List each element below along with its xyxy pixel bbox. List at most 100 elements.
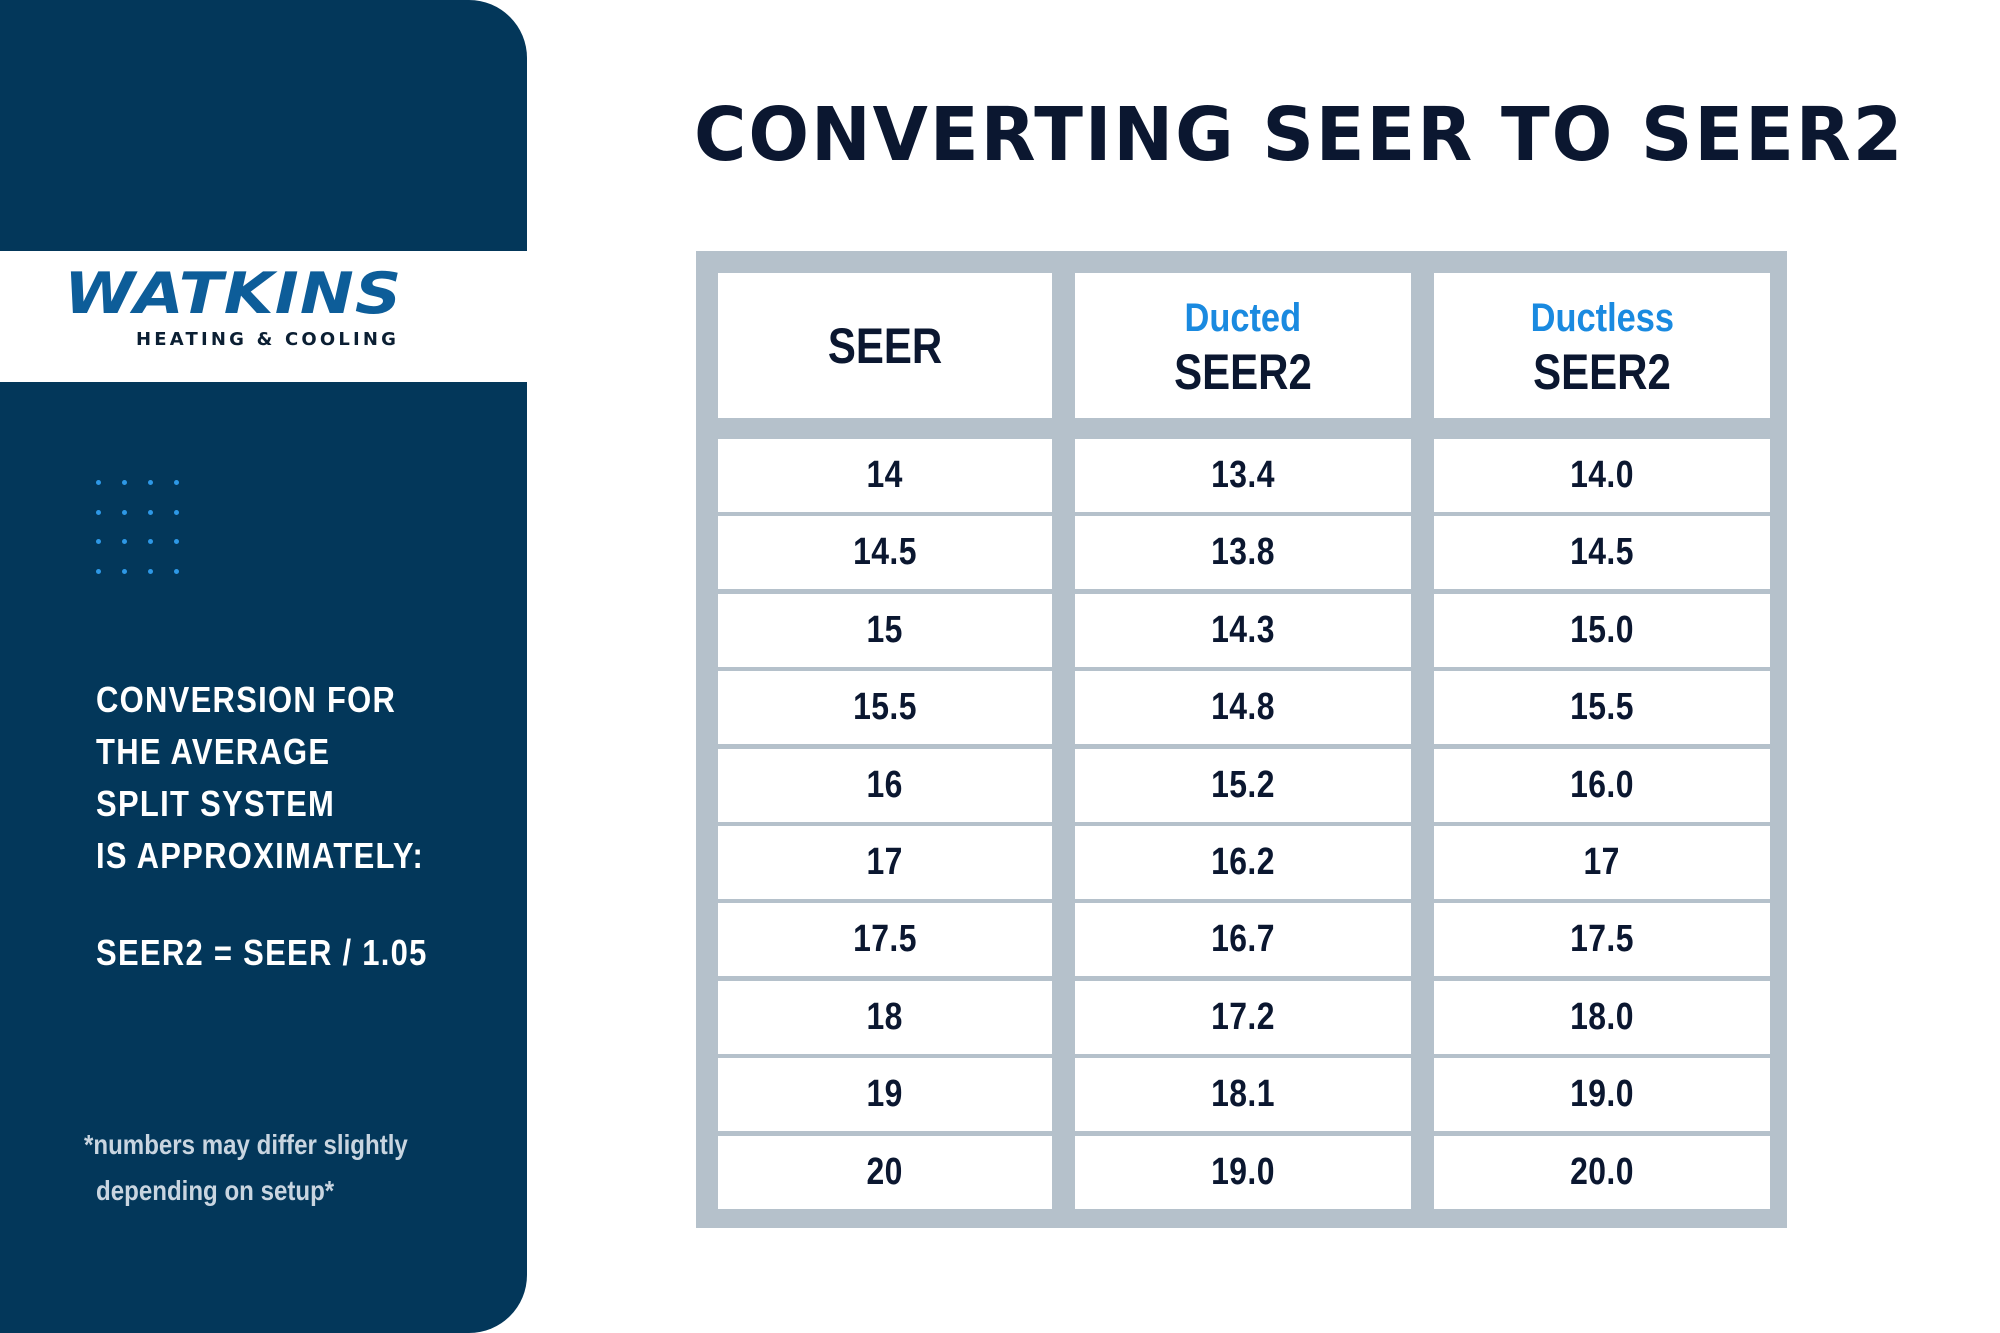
table-cell-seer: 16 (718, 748, 1052, 822)
cell-value: 14.5 (853, 531, 917, 574)
description-line: CONVERSION FOR (96, 679, 397, 720)
description-line: THE AVERAGE (96, 731, 331, 772)
cell-value: 17 (866, 841, 904, 883)
decorative-dot (174, 480, 179, 485)
cell-value: 15.5 (853, 686, 917, 729)
footnote-line: depending on setup* (96, 1175, 335, 1206)
cell-value: 17.2 (1211, 995, 1275, 1038)
table-cell-ductless-seer2: 14.0 (1434, 439, 1770, 512)
cell-value: 14.8 (1211, 686, 1275, 729)
table-cell-ducted-seer2: 13.4 (1075, 439, 1411, 512)
table-cell-ducted-seer2: 16.7 (1075, 903, 1411, 977)
cell-value: 15.0 (1570, 608, 1634, 651)
cell-value: 16.0 (1570, 763, 1634, 806)
table-cell-seer: 19 (718, 1058, 1052, 1132)
cell-value: 17.5 (1570, 918, 1634, 961)
cell-value: 19.0 (1211, 1150, 1275, 1193)
header-accent-label: Ducted (1184, 295, 1302, 340)
page-title: CONVERTING SEER TO SEER2 (694, 92, 1905, 178)
header-main-label: SEER2 (1174, 343, 1312, 400)
decorative-dot (174, 539, 179, 544)
decorative-dot (122, 480, 127, 485)
header-cell-ducted-seer2: Ducted SEER2 (1075, 273, 1411, 418)
cell-value: 14.5 (1570, 531, 1634, 574)
cell-value: 16 (866, 763, 904, 806)
footnote-line: *numbers may differ slightly (84, 1129, 408, 1160)
conversion-description: CONVERSION FOR THE AVERAGE SPLIT SYSTEM … (96, 674, 424, 882)
decorative-dot (174, 509, 179, 515)
footnote: *numbers may differ slightly depending o… (84, 1122, 408, 1214)
cell-value: 13.4 (1211, 454, 1275, 496)
cell-value: 14.0 (1570, 454, 1634, 496)
table-cell-ducted-seer2: 14.8 (1075, 671, 1411, 745)
table-cell-ductless-seer2: 18.0 (1434, 980, 1770, 1054)
decorative-dot (174, 568, 179, 574)
brand-logo-name: WATKINS (64, 261, 403, 327)
decorative-dot (96, 568, 101, 574)
cell-value: 16.2 (1211, 841, 1275, 883)
cell-value: 19.0 (1570, 1073, 1634, 1116)
cell-value: 14.3 (1211, 608, 1275, 651)
cell-value: 13.8 (1211, 531, 1275, 574)
table-cell-seer: 17 (718, 826, 1052, 899)
cell-value: 16.7 (1211, 918, 1275, 961)
cell-value: 17 (1583, 841, 1621, 883)
table-cell-ductless-seer2: 15.0 (1434, 593, 1770, 667)
table-cell-ductless-seer2: 17 (1434, 826, 1770, 899)
cell-value: 15 (866, 608, 904, 651)
table-cell-ductless-seer2: 16.0 (1434, 748, 1770, 822)
header-main-label: SEER (827, 317, 943, 374)
decorative-dot (96, 480, 101, 485)
table-cell-seer: 18 (718, 980, 1052, 1054)
decorative-dot-grid (96, 480, 179, 576)
table-cell-ducted-seer2: 18.1 (1075, 1058, 1411, 1132)
table-cell-ducted-seer2: 13.8 (1075, 516, 1411, 590)
cell-value: 18 (866, 995, 904, 1038)
table-cell-seer: 17.5 (718, 903, 1052, 977)
sidebar-panel (0, 0, 527, 1333)
table-cell-ductless-seer2: 19.0 (1434, 1058, 1770, 1132)
description-line: IS APPROXIMATELY: (96, 835, 425, 876)
decorative-dot (122, 568, 127, 574)
table-cell-ductless-seer2: 15.5 (1434, 671, 1770, 745)
table-cell-seer: 14 (718, 439, 1052, 512)
table-cell-seer: 14.5 (718, 516, 1052, 590)
description-line: SPLIT SYSTEM (96, 783, 336, 824)
table-cell-ducted-seer2: 16.2 (1075, 826, 1411, 899)
cell-value: 18.1 (1211, 1073, 1275, 1116)
header-cell-ductless-seer2: Ductless SEER2 (1434, 273, 1770, 418)
header-accent-label: Ductless (1530, 295, 1674, 340)
decorative-dot (148, 539, 153, 544)
header-main-label: SEER2 (1533, 343, 1671, 400)
brand-logo-tagline: HEATING & COOLING (136, 329, 400, 350)
decorative-dot (122, 539, 127, 544)
logo-band (0, 251, 527, 382)
table-cell-ductless-seer2: 14.5 (1434, 516, 1770, 590)
decorative-dot (148, 568, 153, 574)
cell-value: 18.0 (1570, 995, 1634, 1038)
cell-value: 15.5 (1570, 686, 1634, 729)
table-cell-seer: 15 (718, 593, 1052, 667)
cell-value: 20.0 (1570, 1150, 1634, 1193)
cell-value: 20 (866, 1150, 904, 1193)
decorative-dot (96, 509, 101, 515)
table-cell-seer: 20 (718, 1135, 1052, 1209)
conversion-formula: SEER2 = SEER / 1.05 (96, 932, 428, 973)
table-cell-seer: 15.5 (718, 671, 1052, 745)
cell-value: 19 (866, 1073, 904, 1116)
table-cell-ducted-seer2: 15.2 (1075, 748, 1411, 822)
header-cell-seer: SEER (718, 273, 1052, 418)
cell-value: 14 (866, 454, 904, 496)
conversion-table: SEER Ducted SEER2 Ductless SEER2 14 13.4 14.0 14… (696, 251, 1787, 1228)
table-cell-ducted-seer2: 17.2 (1075, 980, 1411, 1054)
cell-value: 15.2 (1211, 763, 1275, 806)
table-cell-ductless-seer2: 17.5 (1434, 903, 1770, 977)
decorative-dot (122, 509, 127, 515)
decorative-dot (96, 539, 101, 544)
cell-value: 17.5 (853, 918, 917, 961)
decorative-dot (148, 509, 153, 515)
decorative-dot (148, 480, 153, 485)
table-cell-ducted-seer2: 14.3 (1075, 593, 1411, 667)
table-cell-ducted-seer2: 19.0 (1075, 1135, 1411, 1209)
table-cell-ductless-seer2: 20.0 (1434, 1135, 1770, 1209)
